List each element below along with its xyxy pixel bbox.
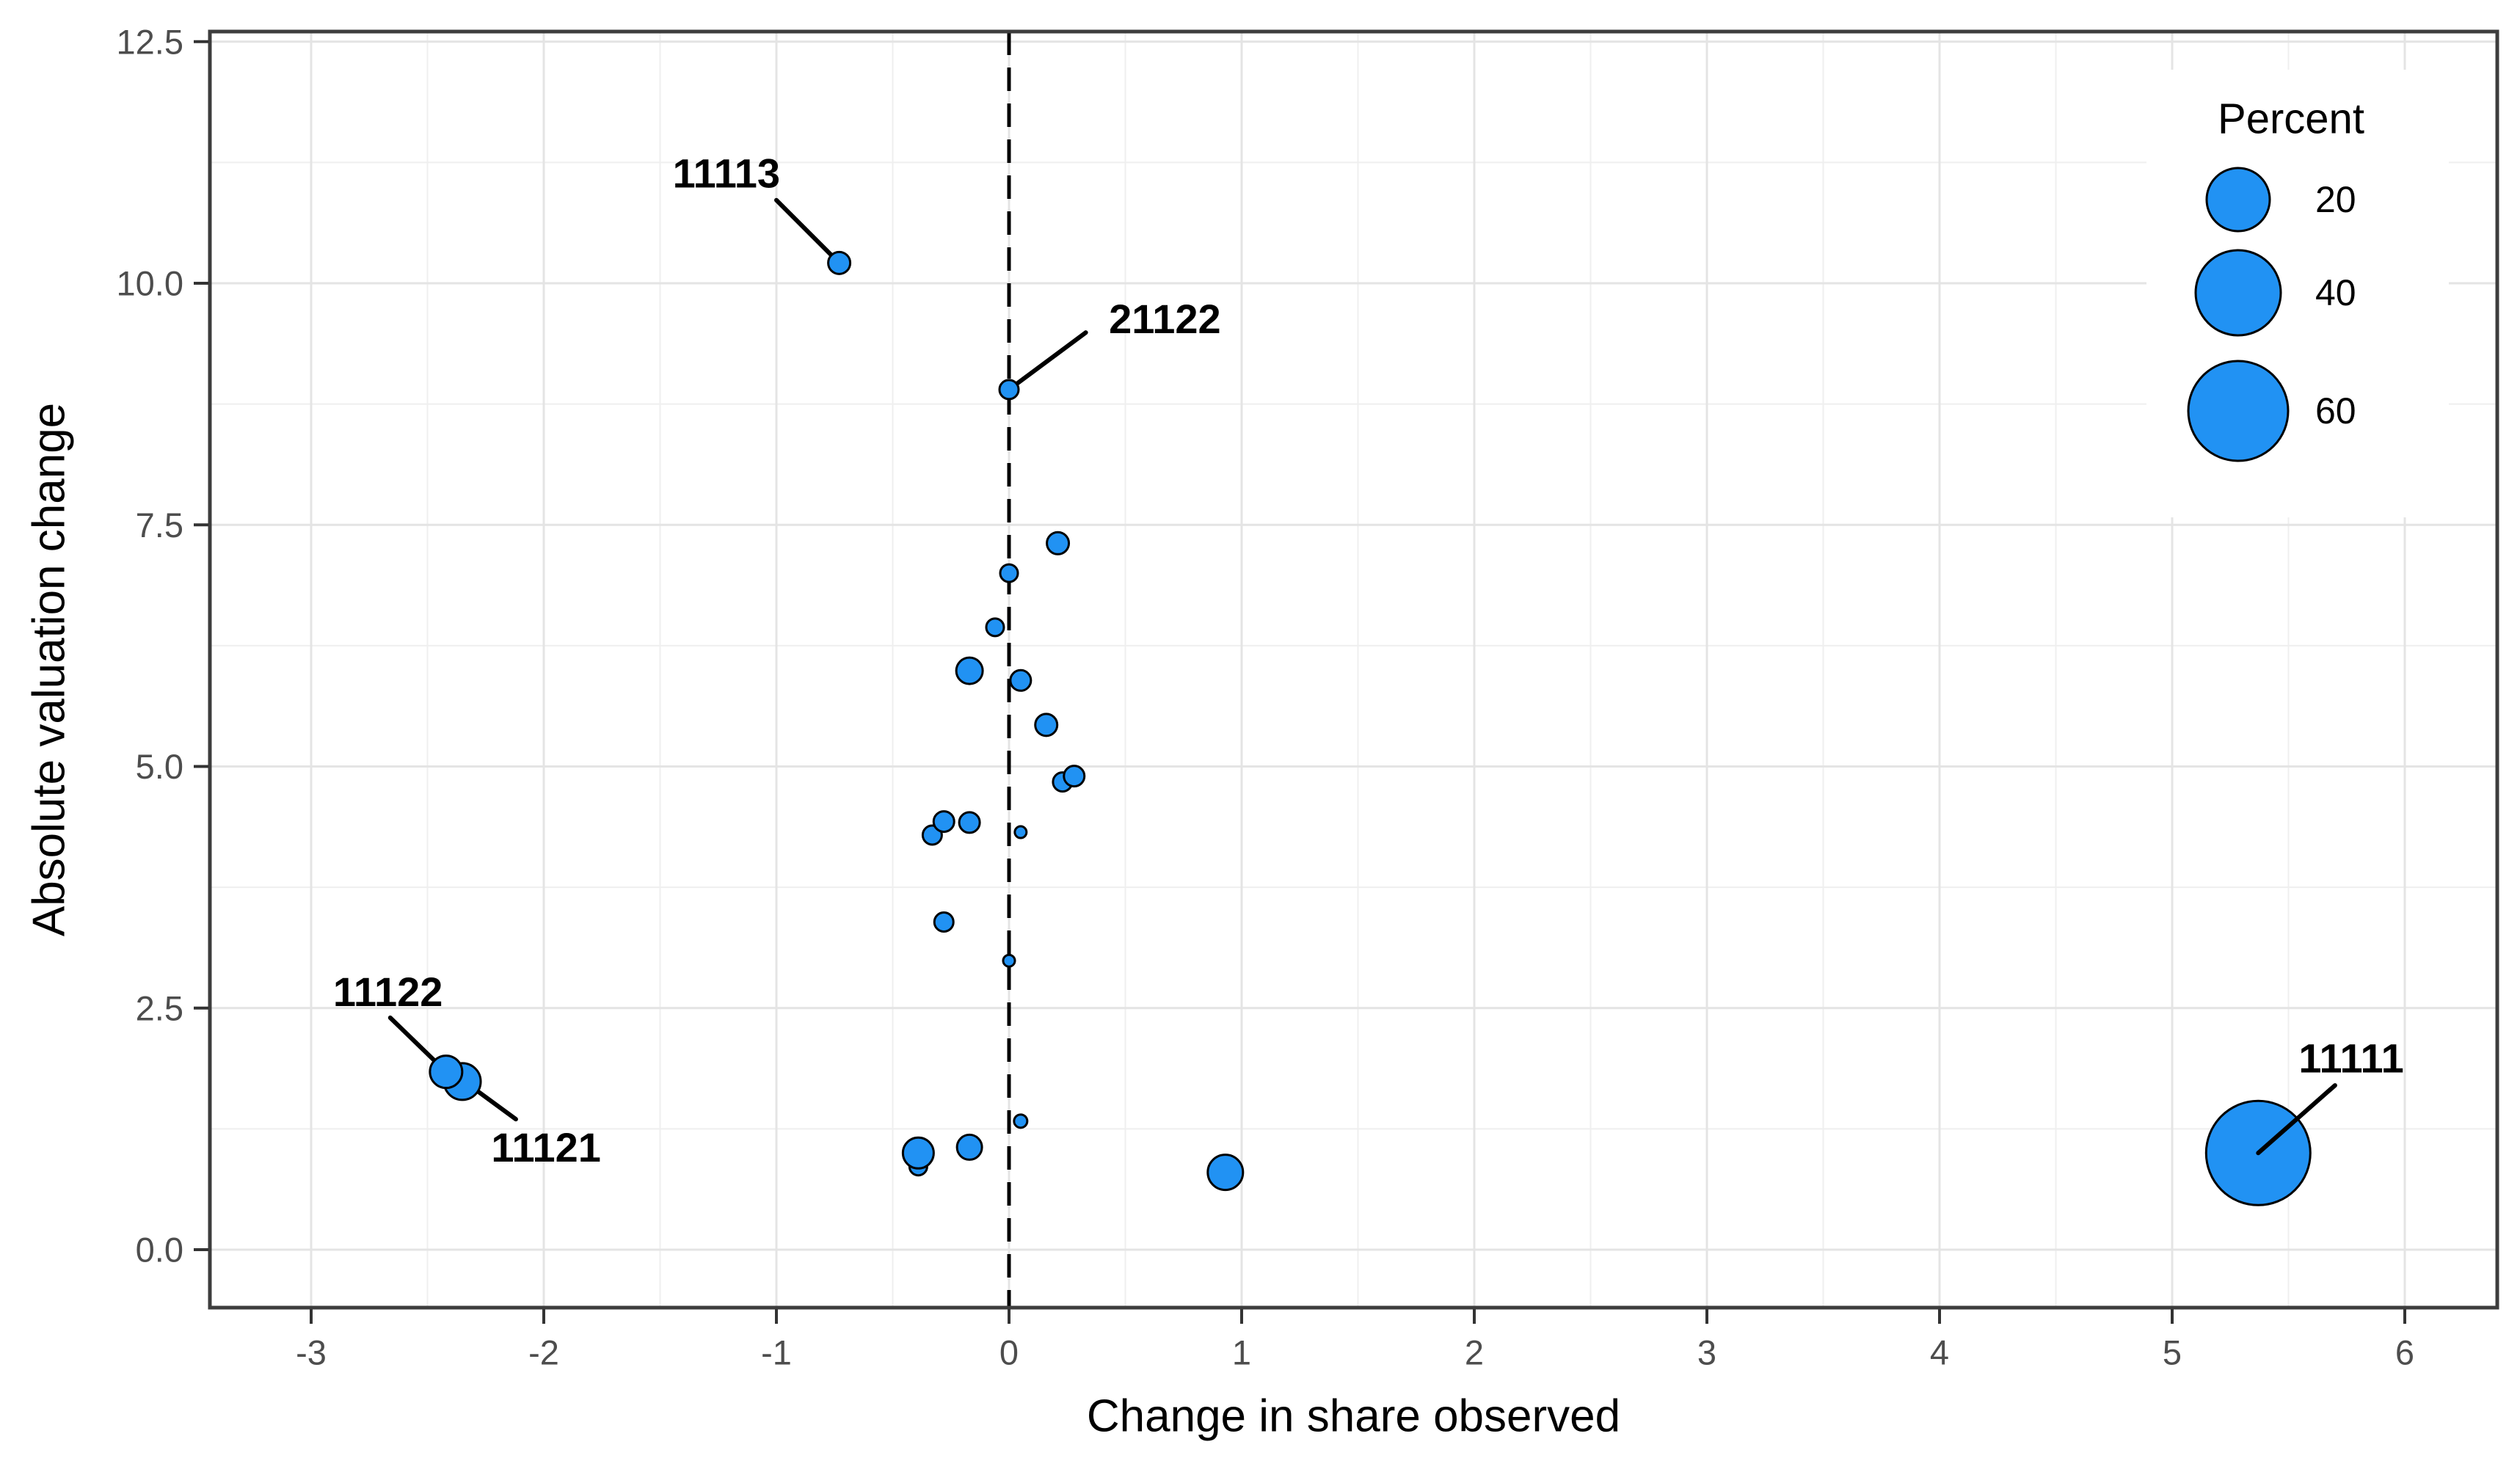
x-axis: -3 -2 -1 0 1 2 3 4 5 6 <box>296 1309 2414 1372</box>
legend-bubble-40 <box>2194 249 2282 337</box>
annotation-label-11121: 11121 <box>491 1124 601 1170</box>
data-point <box>958 811 981 834</box>
data-point <box>955 656 984 685</box>
y-axis: 0.0 2.5 5.0 7.5 10.0 12.5 <box>117 22 208 1269</box>
data-point <box>933 911 955 933</box>
annotation-label-21122: 21122 <box>1109 296 1221 342</box>
legend-bubble-60 <box>2187 360 2290 462</box>
data-point-11113 <box>827 250 852 275</box>
data-point <box>1063 765 1086 788</box>
annotation-label-11113: 11113 <box>673 150 780 196</box>
x-tick-label: 0 <box>999 1333 1019 1372</box>
data-point-21122 <box>998 379 1020 401</box>
x-tick-label: 2 <box>1465 1333 1484 1372</box>
data-point <box>1002 953 1016 968</box>
gridlines-minor <box>210 32 2497 1308</box>
y-tick-label: 5.0 <box>136 747 183 786</box>
data-point-11122 <box>429 1054 464 1090</box>
data-point <box>985 617 1005 638</box>
legend-value-60: 60 <box>2315 390 2356 431</box>
x-tick-label: 6 <box>2395 1333 2414 1372</box>
panel-border <box>208 29 2499 1310</box>
data-point <box>1206 1154 1245 1192</box>
data-point <box>1013 1113 1029 1129</box>
leader-line-11113 <box>774 197 842 266</box>
y-tick-label: 7.5 <box>136 506 183 544</box>
size-legend: Percent 20 40 60 <box>2146 70 2449 517</box>
legend-value-20: 20 <box>2315 179 2356 220</box>
x-tick-label: -3 <box>296 1333 327 1372</box>
legend-value-40: 40 <box>2315 272 2356 313</box>
x-tick-label: 3 <box>1697 1333 1716 1372</box>
data-point <box>999 563 1019 583</box>
annotation-label-11122: 11122 <box>333 969 443 1015</box>
gridlines-major <box>210 32 2497 1308</box>
data-point <box>1009 668 1033 692</box>
x-tick-label: 4 <box>1930 1333 1949 1372</box>
y-axis-title: Absolute valuation change <box>24 403 75 936</box>
x-tick-label: 1 <box>1232 1333 1251 1372</box>
data-point <box>901 1136 935 1170</box>
annotation-label-11111: 11111 <box>2298 1035 2403 1082</box>
leader-line-11111 <box>2256 1083 2337 1156</box>
data-points <box>429 250 2312 1206</box>
x-tick-label: -1 <box>761 1333 792 1372</box>
y-tick-label: 2.5 <box>136 988 183 1027</box>
data-point <box>1034 713 1059 737</box>
y-tick-label: 10.0 <box>117 264 183 303</box>
data-point <box>1013 825 1028 839</box>
data-point <box>1046 531 1071 555</box>
legend-title: Percent <box>2218 95 2364 143</box>
y-tick-label: 0.0 <box>136 1231 183 1269</box>
x-axis-title: Change in share observed <box>1087 1391 1620 1442</box>
data-point <box>932 810 955 834</box>
x-tick-label: 5 <box>2163 1333 2182 1372</box>
annotation-labels: 11113 21122 11122 11121 11111 <box>333 150 2404 1170</box>
legend-bubble-20 <box>2205 167 2271 233</box>
leader-line-21122 <box>1007 330 1088 392</box>
y-tick-label: 12.5 <box>117 22 183 61</box>
data-point <box>955 1133 983 1161</box>
x-tick-label: -2 <box>528 1333 559 1372</box>
